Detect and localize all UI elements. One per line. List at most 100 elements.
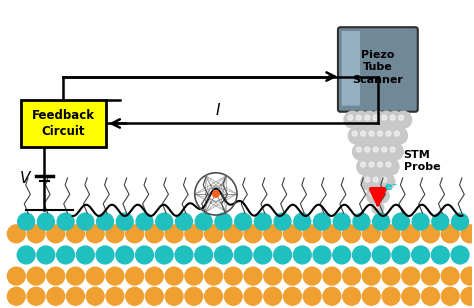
Circle shape xyxy=(369,173,386,190)
Circle shape xyxy=(373,213,390,230)
Circle shape xyxy=(264,267,282,285)
Circle shape xyxy=(441,267,459,285)
Circle shape xyxy=(365,127,382,144)
Circle shape xyxy=(461,287,474,305)
Circle shape xyxy=(402,267,419,285)
Circle shape xyxy=(402,287,419,305)
Circle shape xyxy=(361,143,378,160)
Circle shape xyxy=(175,213,192,230)
Circle shape xyxy=(18,213,35,230)
Circle shape xyxy=(412,213,429,230)
Circle shape xyxy=(369,162,374,167)
Circle shape xyxy=(369,143,386,160)
Circle shape xyxy=(382,267,400,285)
Circle shape xyxy=(126,287,144,305)
Circle shape xyxy=(421,267,439,285)
Circle shape xyxy=(365,115,370,120)
Circle shape xyxy=(283,267,301,285)
Circle shape xyxy=(363,287,380,305)
FancyBboxPatch shape xyxy=(342,31,360,106)
Circle shape xyxy=(323,225,341,243)
Circle shape xyxy=(382,225,400,243)
Circle shape xyxy=(283,225,301,243)
Circle shape xyxy=(97,213,113,230)
Circle shape xyxy=(361,131,365,136)
Circle shape xyxy=(76,246,94,264)
Circle shape xyxy=(352,131,357,136)
Circle shape xyxy=(303,225,321,243)
Circle shape xyxy=(244,287,262,305)
Circle shape xyxy=(47,287,64,305)
Circle shape xyxy=(441,225,459,243)
Circle shape xyxy=(374,205,378,208)
Circle shape xyxy=(361,162,365,167)
Circle shape xyxy=(66,225,84,243)
Circle shape xyxy=(224,287,242,305)
Circle shape xyxy=(165,287,183,305)
Circle shape xyxy=(343,267,361,285)
Circle shape xyxy=(365,158,382,175)
Circle shape xyxy=(77,213,94,230)
Text: V: V xyxy=(20,171,30,186)
Circle shape xyxy=(313,246,331,264)
Circle shape xyxy=(382,177,387,182)
Circle shape xyxy=(353,213,370,230)
Circle shape xyxy=(382,115,387,120)
Circle shape xyxy=(146,225,163,243)
Circle shape xyxy=(126,225,144,243)
Circle shape xyxy=(374,127,391,144)
Circle shape xyxy=(373,115,378,120)
Circle shape xyxy=(47,267,64,285)
Text: STM
Probe: STM Probe xyxy=(404,150,440,172)
Circle shape xyxy=(370,192,374,196)
Circle shape xyxy=(382,158,399,175)
Circle shape xyxy=(255,213,271,230)
Circle shape xyxy=(373,177,378,182)
Circle shape xyxy=(37,213,55,230)
Circle shape xyxy=(175,246,193,264)
Circle shape xyxy=(57,213,74,230)
Circle shape xyxy=(394,131,400,136)
Circle shape xyxy=(96,246,114,264)
Circle shape xyxy=(17,246,35,264)
Circle shape xyxy=(106,287,124,305)
Circle shape xyxy=(386,143,403,160)
Circle shape xyxy=(47,225,64,243)
Circle shape xyxy=(399,115,404,120)
Circle shape xyxy=(37,246,55,264)
Circle shape xyxy=(377,131,383,136)
Circle shape xyxy=(390,115,395,120)
Circle shape xyxy=(185,225,203,243)
Circle shape xyxy=(378,173,395,190)
Circle shape xyxy=(66,287,84,305)
Circle shape xyxy=(244,267,262,285)
Circle shape xyxy=(264,287,282,305)
Circle shape xyxy=(303,267,321,285)
Circle shape xyxy=(432,213,449,230)
Circle shape xyxy=(348,127,365,144)
Circle shape xyxy=(390,147,395,152)
Text: I: I xyxy=(216,103,220,118)
Circle shape xyxy=(353,111,369,128)
Circle shape xyxy=(365,147,370,152)
Circle shape xyxy=(165,225,183,243)
Circle shape xyxy=(343,287,361,305)
Circle shape xyxy=(375,188,389,203)
Circle shape xyxy=(205,287,222,305)
Circle shape xyxy=(395,111,412,128)
Circle shape xyxy=(274,213,291,230)
Circle shape xyxy=(212,191,219,197)
Circle shape xyxy=(126,267,144,285)
Circle shape xyxy=(136,246,154,264)
Circle shape xyxy=(195,246,212,264)
Circle shape xyxy=(386,131,391,136)
Circle shape xyxy=(86,225,104,243)
Circle shape xyxy=(365,177,370,182)
Circle shape xyxy=(293,246,311,264)
Circle shape xyxy=(361,173,378,190)
Circle shape xyxy=(461,267,474,285)
Circle shape xyxy=(402,225,419,243)
Circle shape xyxy=(313,213,330,230)
Circle shape xyxy=(378,143,395,160)
Circle shape xyxy=(205,267,222,285)
